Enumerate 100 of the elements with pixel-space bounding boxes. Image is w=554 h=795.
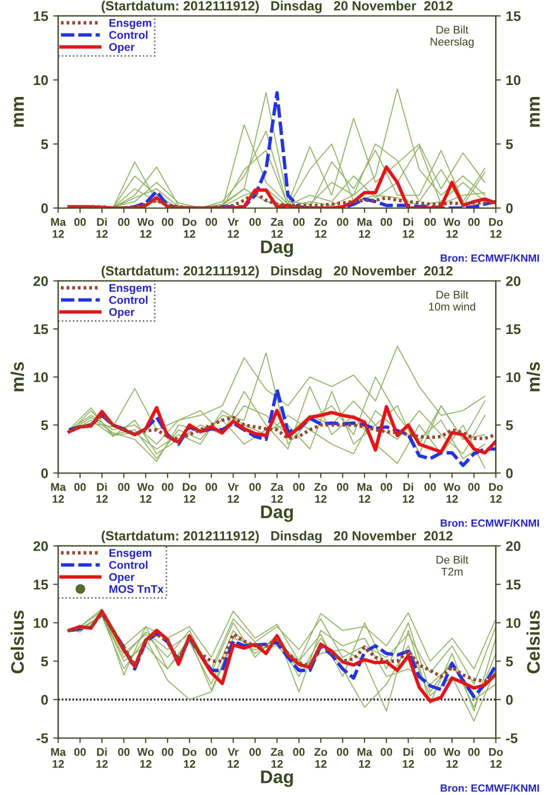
x-tick-label: Za 12 (270, 748, 284, 768)
x-tick-label: Ma 12 (358, 483, 372, 503)
annotation: De Bilt Neerslag (430, 26, 474, 48)
x-tick-label: Wo 12 (137, 748, 154, 768)
y2-tick-label: 15 (506, 11, 521, 22)
y2-tick-label: 20 (506, 276, 520, 286)
x-tick-label: Di 12 (402, 748, 414, 768)
x-tick-label: Za 12 (270, 218, 284, 238)
y-tick-label: 10 (34, 75, 48, 86)
x-tick-label: Di 12 (96, 218, 108, 238)
y-tick-label: 20 (33, 276, 48, 286)
x-tick-label: Ma 12 (51, 483, 66, 503)
x-tick-label: Wo 12 (444, 483, 460, 503)
x-tick-label: 00 (424, 748, 436, 756)
legend-label: Oper (109, 308, 134, 318)
x-tick-label: 00 (249, 483, 261, 491)
y2-tick-label: 0 (506, 694, 513, 705)
y-tick-label: 5 (41, 656, 48, 666)
x-tick-label: Vr 12 (228, 483, 239, 503)
x-tick-label: 00 (380, 748, 392, 756)
x-tick-label: 00 (336, 218, 348, 226)
annotation: De Bilt 10m wind (429, 290, 476, 311)
legend-label: Control (109, 560, 148, 569)
x-tick-label: Vr 12 (228, 748, 239, 768)
x-tick-label: Ma 12 (51, 748, 66, 768)
x-tick-label: Ma 12 (358, 748, 372, 768)
y-tick-label: 0 (41, 468, 48, 478)
chart-title: (Startdatum: 2012111912) Dinsdag 20 November 2012 (102, 530, 452, 544)
y2-tick-label: 5 (506, 139, 513, 150)
legend-label: Ensgem (109, 284, 152, 294)
legend-label: Oper (109, 573, 134, 584)
x-tick-label: Di 12 (402, 218, 414, 238)
x-axis-title: Dag (261, 506, 293, 522)
x-tick-label: Wo 12 (137, 483, 154, 503)
x-tick-label: Di 12 (402, 482, 414, 503)
x-tick-label: 00 (206, 748, 218, 756)
x-tick-label: Do 12 (182, 748, 196, 768)
y2-tick-label: 10 (506, 75, 520, 86)
y-tick-label: 15 (34, 11, 48, 22)
x-tick-label: 00 (336, 748, 348, 756)
y2-tick-label: 0 (506, 203, 513, 214)
y-tick-label: 10 (34, 372, 48, 382)
x-tick-label: 00 (293, 748, 305, 756)
x-tick-label: Do 12 (489, 218, 503, 238)
chart-title: (Startdatum: 2012111912) Dinsdag 20 November 2012 (102, 266, 452, 278)
y2-tick-label: 0 (506, 468, 513, 478)
x-tick-label: 00 (249, 218, 261, 226)
x-tick-label: 00 (380, 483, 392, 491)
y-tick-label: 5 (41, 420, 48, 430)
x-tick-label: 00 (468, 483, 480, 491)
y-axis-title: Celsius (10, 610, 24, 674)
y2-tick-label: -5 (506, 734, 518, 744)
x-tick-label: 00 (74, 483, 86, 491)
x-tick-label: 00 (206, 483, 218, 491)
x-tick-label: Di 12 (96, 748, 108, 768)
y2-tick-label: 10 (506, 372, 520, 382)
y2-axis-title: Celsius (526, 610, 540, 674)
legend-label: Oper (109, 43, 134, 54)
x-tick-label: 00 (206, 218, 218, 226)
y2-axis-title: m/s (526, 362, 540, 392)
x-tick-label: Zo 12 (314, 748, 328, 768)
x-tick-label: Wo 12 (444, 748, 460, 768)
y-axis-title: mm (14, 97, 24, 127)
y2-tick-label: 15 (506, 324, 521, 334)
x-tick-label: 00 (293, 483, 305, 491)
x-axis-title: Dag (261, 770, 293, 787)
text: Bron: ECMWF/KNMI (440, 784, 539, 792)
x-tick-label: Do 12 (182, 218, 196, 238)
y2-tick-label: 5 (506, 656, 513, 666)
x-tick-label: Zo 12 (314, 218, 328, 238)
x-tick-label: 00 (336, 483, 348, 491)
y2-axis-title: mm (530, 97, 540, 127)
x-tick-label: 00 (249, 748, 261, 756)
annotation: De Bilt T2m (436, 556, 468, 576)
x-axis-title: Dag (261, 240, 293, 257)
x-tick-label: 00 (424, 483, 436, 491)
x-tick-label: Wo 12 (444, 218, 460, 238)
y-axis-title: m/s (10, 362, 24, 392)
y-tick-label: 5 (41, 139, 48, 150)
x-tick-label: 00 (468, 748, 480, 756)
legend-label: Ensgem (109, 19, 152, 30)
y2-tick-label: 5 (506, 420, 513, 430)
x-tick-label: 00 (162, 748, 174, 756)
x-tick-label: Ma 12 (358, 218, 372, 238)
x-tick-label: 00 (118, 748, 130, 756)
x-tick-label: 00 (293, 218, 305, 226)
x-tick-label: Di 12 (96, 482, 108, 503)
x-tick-label: Ma 12 (51, 218, 66, 238)
annotation: MOS TnTx (109, 585, 164, 593)
x-tick-label: 00 (74, 748, 86, 756)
text: Bron: ECMWF/KNMI (440, 254, 539, 262)
x-tick-label: 00 (118, 218, 130, 226)
x-tick-label: 00 (380, 218, 392, 226)
x-tick-label: 00 (162, 218, 174, 226)
y-tick-label: 0 (41, 203, 48, 214)
x-tick-label: 00 (118, 483, 130, 491)
y-tick-label: 10 (34, 618, 48, 628)
y2-tick-label: 10 (506, 618, 520, 628)
y-tick-label: 20 (33, 541, 48, 552)
x-tick-label: Do 12 (489, 748, 503, 768)
